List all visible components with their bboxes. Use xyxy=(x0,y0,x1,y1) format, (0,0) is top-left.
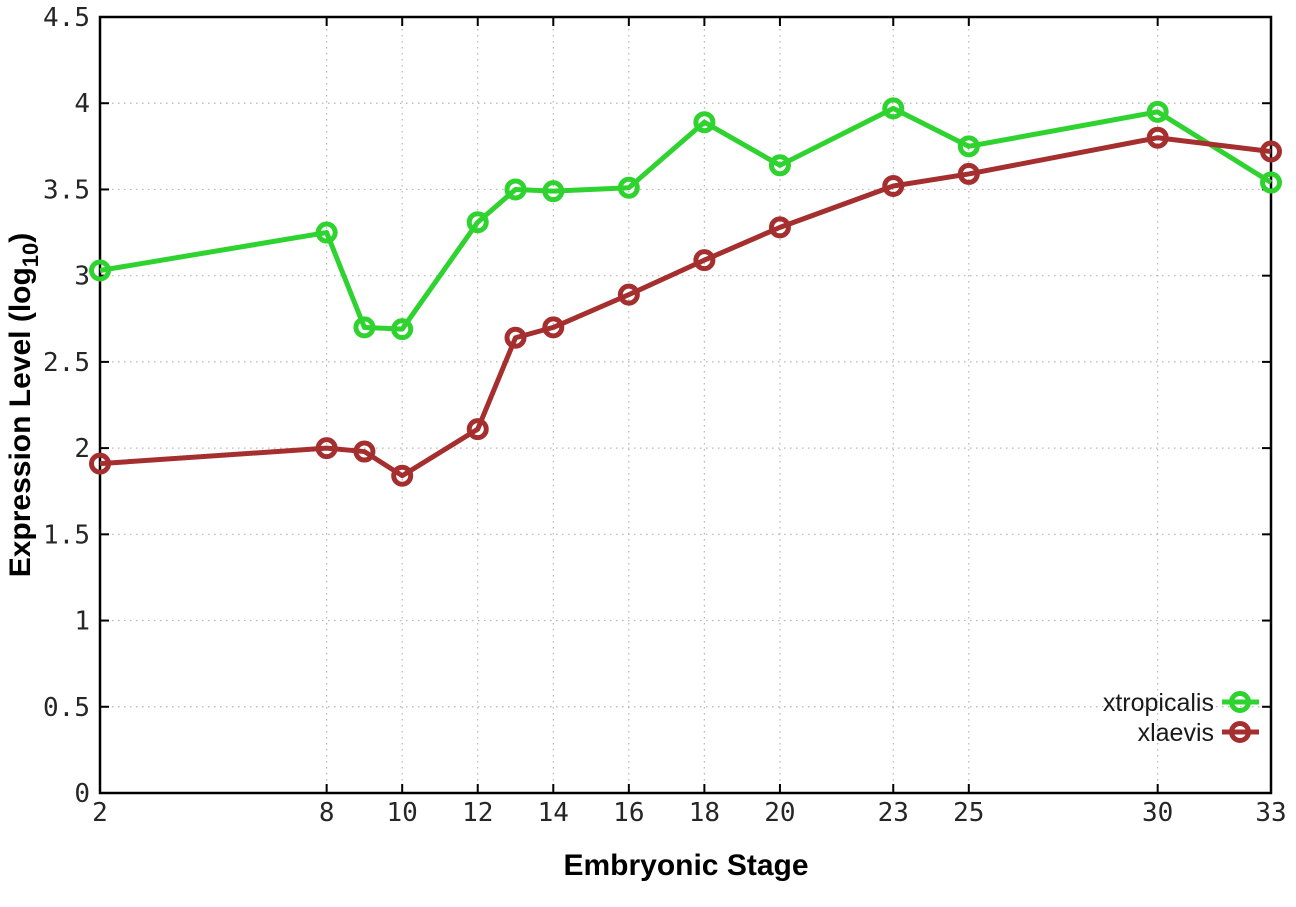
data-point-xtropicalis xyxy=(1260,171,1282,194)
grid-lines xyxy=(100,17,1271,793)
x-tick-labels: 2 8 10 12 14 16 18 20 23 25 30 33 xyxy=(92,798,1286,828)
series-line-xtropicalis xyxy=(99,105,1273,332)
y-tick-label: 4 xyxy=(74,89,90,119)
y-tick-label: 0 xyxy=(74,779,90,809)
data-point-xlaevis xyxy=(315,437,338,460)
data-point-xtropicalis xyxy=(882,97,905,120)
x-tick-label: 16 xyxy=(613,798,644,828)
y-tick-label: 2 xyxy=(74,434,90,464)
x-axis-title: Embryonic Stage xyxy=(563,849,808,882)
data-point-xtropicalis xyxy=(542,180,565,203)
data-series xyxy=(89,97,1282,487)
y-axis-title-main: Expression Level (log xyxy=(4,267,37,577)
y-tick-labels: 0 0.5 1 1.5 2 2.5 3 3.5 4 4.5 xyxy=(43,3,90,809)
data-point-xtropicalis xyxy=(391,318,414,341)
x-tick-label: 2 xyxy=(92,798,108,828)
plot-border xyxy=(98,15,1273,795)
data-point-xlaevis xyxy=(693,249,716,272)
data-point-xtropicalis xyxy=(693,111,716,134)
x-tick-label: 33 xyxy=(1255,798,1286,828)
data-point-xlaevis xyxy=(466,418,489,441)
data-point-xtropicalis xyxy=(768,154,791,177)
x-tick-label: 25 xyxy=(953,798,984,828)
data-point-xlaevis xyxy=(1260,140,1282,163)
x-tick-label: 23 xyxy=(878,798,909,828)
data-point-xtropicalis xyxy=(504,178,527,201)
data-point-xtropicalis xyxy=(466,211,489,234)
data-point-xtropicalis xyxy=(89,259,111,282)
x-tick-label: 14 xyxy=(538,798,569,828)
y-axis-title-subscript: 10 xyxy=(18,243,43,267)
y-axis-title-close: ) xyxy=(4,233,37,243)
x-tick-label: 12 xyxy=(462,798,493,828)
data-point-xlaevis xyxy=(353,440,376,463)
x-tick-label: 8 xyxy=(319,798,335,828)
data-point-xlaevis xyxy=(957,162,980,185)
y-axis-title: Expression Level (log10) xyxy=(4,233,43,578)
legend-label-xlaevis: xlaevis xyxy=(1138,719,1214,747)
data-point-xtropicalis xyxy=(353,316,376,339)
legend-marker xyxy=(1229,721,1251,743)
series-xtropicalis xyxy=(89,97,1282,341)
series-line-xlaevis xyxy=(99,135,1272,479)
y-tick-label: 4.5 xyxy=(43,3,90,33)
x-tick-label: 10 xyxy=(387,798,418,828)
x-tick-label: 18 xyxy=(689,798,720,828)
x-tick-label: 30 xyxy=(1142,798,1173,828)
data-point-xlaevis xyxy=(504,326,527,349)
y-tick-label: 2.5 xyxy=(43,348,90,378)
y-tick-label: 1.5 xyxy=(43,520,90,550)
axis-ticks xyxy=(99,16,1272,794)
data-point-xlaevis xyxy=(542,316,565,339)
data-point-xtropicalis xyxy=(617,176,640,199)
data-point-xtropicalis xyxy=(957,135,980,158)
data-point-xtropicalis xyxy=(1146,100,1169,123)
data-point-xtropicalis xyxy=(315,221,338,244)
y-tick-label: 3 xyxy=(74,262,90,292)
series-xlaevis xyxy=(89,126,1282,487)
data-point-xlaevis xyxy=(768,216,791,239)
data-point-xlaevis xyxy=(89,452,111,475)
x-tick-label: 20 xyxy=(764,798,795,828)
legend-label-xtropicalis: xtropicalis xyxy=(1103,689,1214,717)
data-point-xlaevis xyxy=(391,464,414,487)
y-tick-label: 3.5 xyxy=(43,175,90,205)
data-point-xlaevis xyxy=(882,174,905,197)
y-tick-label: 1 xyxy=(74,607,90,637)
legend-marker xyxy=(1229,691,1251,713)
data-point-xlaevis xyxy=(617,283,640,306)
y-tick-label: 0.5 xyxy=(43,693,90,723)
data-point-xlaevis xyxy=(1146,126,1169,149)
